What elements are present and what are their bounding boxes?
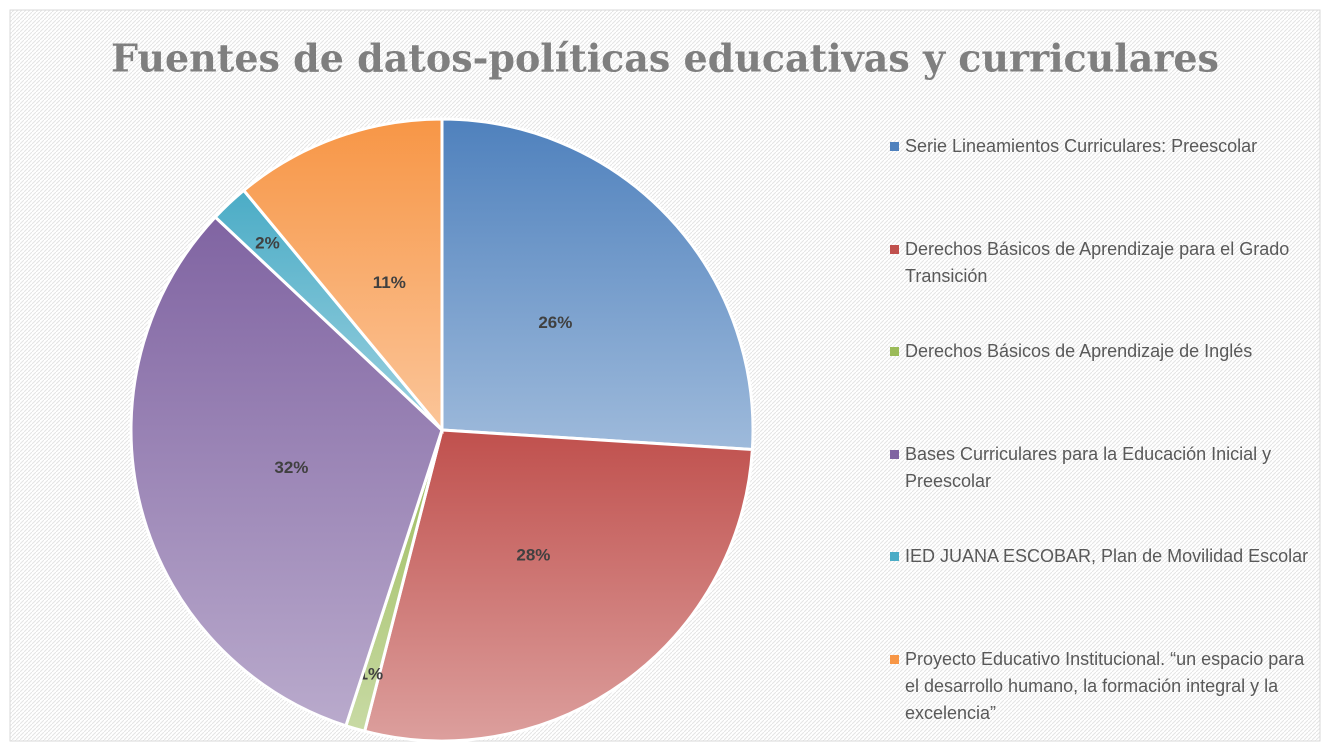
pie-slice — [362, 428, 754, 743]
data-label: 28% — [516, 545, 550, 564]
legend-swatch — [890, 654, 899, 664]
data-label: 11% — [373, 273, 406, 292]
pie-slice — [241, 117, 444, 435]
legend-swatch — [890, 142, 899, 151]
legend-swatch — [890, 347, 899, 356]
legend-label: Derechos Básicos de Aprendizaje para el … — [905, 238, 1290, 286]
legend-item: Bases Curriculares para la Educación Ini… — [890, 441, 1310, 495]
pie-slice — [129, 214, 444, 728]
legend-label: IED JUANA ESCOBAR, Plan de Movilidad Esc… — [905, 546, 1309, 566]
legend-item: Proyecto Educativo Institucional. “un es… — [890, 646, 1310, 727]
legend-item: Serie Lineamientos Curriculares: Preesco… — [890, 133, 1310, 160]
legend-label: Serie Lineamientos Curriculares: Preesco… — [905, 136, 1258, 156]
legend-label: Proyecto Educativo Institucional. “un es… — [905, 648, 1305, 723]
legend-item: IED JUANA ESCOBAR, Plan de Movilidad Esc… — [890, 543, 1310, 570]
legend-item: Derechos Básicos de Aprendizaje de Inglé… — [890, 338, 1310, 365]
legend-swatch — [890, 552, 899, 561]
legend-label: Bases Curriculares para la Educación Ini… — [905, 443, 1272, 491]
data-label: 2% — [255, 234, 280, 253]
data-label: 32% — [274, 458, 308, 477]
legend-swatch — [890, 449, 899, 459]
data-label: 26% — [538, 313, 572, 332]
legend-swatch — [890, 244, 899, 254]
legend-label: Derechos Básicos de Aprendizaje de Inglé… — [905, 341, 1253, 361]
legend-item: Derechos Básicos de Aprendizaje para el … — [890, 236, 1310, 290]
chart-title: Fuentes de datos-políticas educativas y … — [111, 36, 1219, 81]
pie-slice — [440, 117, 755, 452]
